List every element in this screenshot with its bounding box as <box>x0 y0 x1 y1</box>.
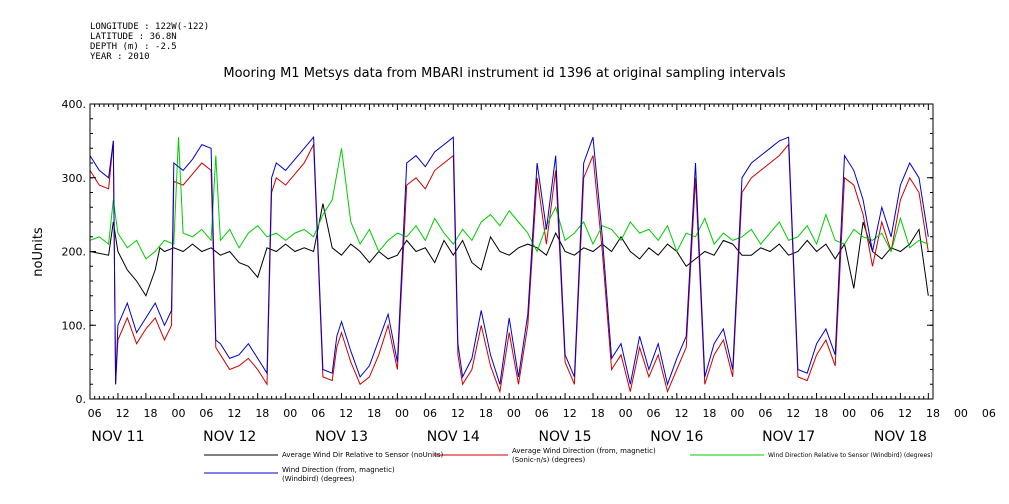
x-hour-label-13: 12 <box>451 407 465 420</box>
chart-title: Mooring M1 Metsys data from MBARI instru… <box>223 66 786 81</box>
x-hour-label-31: 00 <box>954 407 968 420</box>
y-tick-label-1: 100. <box>62 319 87 332</box>
series-line-0 <box>89 203 929 297</box>
y-tick-label-0: 0. <box>76 393 87 406</box>
x-hour-label-29: 12 <box>898 407 912 420</box>
x-hour-label-7: 00 <box>283 407 297 420</box>
x-day-label-5: NOV 16 <box>650 429 703 445</box>
x-hour-label-4: 06 <box>199 407 213 420</box>
x-hour-label-26: 18 <box>814 407 828 420</box>
y-tick-label-4: 400. <box>62 98 87 111</box>
x-hour-label-32: 06 <box>982 407 996 420</box>
x-hour-label-1: 12 <box>116 407 130 420</box>
x-hour-label-19: 00 <box>619 407 633 420</box>
y-tick-label-2: 200. <box>62 246 87 259</box>
x-hour-label-22: 18 <box>702 407 716 420</box>
legend-label-black: Average Wind Dir Relative to Sensor (noU… <box>282 451 444 459</box>
y-tick-label-3: 300. <box>62 172 87 185</box>
x-hour-label-10: 18 <box>367 407 381 420</box>
x-hour-label-5: 12 <box>227 407 241 420</box>
x-hour-label-23: 00 <box>730 407 744 420</box>
x-hour-label-25: 12 <box>786 407 800 420</box>
x-hour-label-0: 06 <box>88 407 102 420</box>
x-hour-label-16: 06 <box>535 407 549 420</box>
x-hour-label-2: 18 <box>144 407 158 420</box>
plot-area <box>89 135 929 394</box>
series-line-2 <box>89 137 929 260</box>
x-day-label-2: NOV 13 <box>315 429 368 445</box>
legend-label-green: Wind Direction Relative to Sensor (Windb… <box>768 452 933 459</box>
y-axis-label: noUnits <box>31 227 46 277</box>
x-hour-label-15: 00 <box>507 407 521 420</box>
x-hour-label-30: 18 <box>926 407 940 420</box>
legend-label-red: Average Wind Direction (from, magnetic) … <box>512 447 656 464</box>
series-line-3 <box>89 135 929 387</box>
meta-longitude: LONGITUDE : 122W(-122) <box>90 22 210 32</box>
x-hour-label-14: 18 <box>479 407 493 420</box>
x-hour-label-3: 00 <box>171 407 185 420</box>
x-hour-label-24: 06 <box>758 407 772 420</box>
x-hour-label-8: 06 <box>311 407 325 420</box>
meta-year: YEAR : 2010 <box>90 52 150 62</box>
legend-label-blue: Wind Direction (from, magnetic) (Windbir… <box>282 466 395 483</box>
x-hour-label-12: 06 <box>423 407 437 420</box>
meta-depth: DEPTH (m) : -2.5 <box>90 42 177 52</box>
x-hour-label-18: 18 <box>591 407 605 420</box>
x-hour-label-17: 12 <box>563 407 577 420</box>
x-hour-label-11: 00 <box>395 407 409 420</box>
x-hour-label-20: 06 <box>647 407 661 420</box>
x-hour-label-6: 18 <box>255 407 269 420</box>
x-day-label-3: NOV 14 <box>427 429 480 445</box>
x-day-label-4: NOV 15 <box>539 429 592 445</box>
x-hour-label-27: 00 <box>842 407 856 420</box>
x-hour-label-28: 06 <box>870 407 884 420</box>
meta-latitude: LATITUDE : 36.8N <box>90 32 177 42</box>
x-hour-label-9: 12 <box>339 407 353 420</box>
x-day-label-0: NOV 11 <box>91 429 144 445</box>
x-day-label-7: NOV 18 <box>874 429 927 445</box>
x-day-label-1: NOV 12 <box>203 429 256 445</box>
x-day-label-6: NOV 17 <box>762 429 815 445</box>
x-hour-label-21: 12 <box>674 407 688 420</box>
